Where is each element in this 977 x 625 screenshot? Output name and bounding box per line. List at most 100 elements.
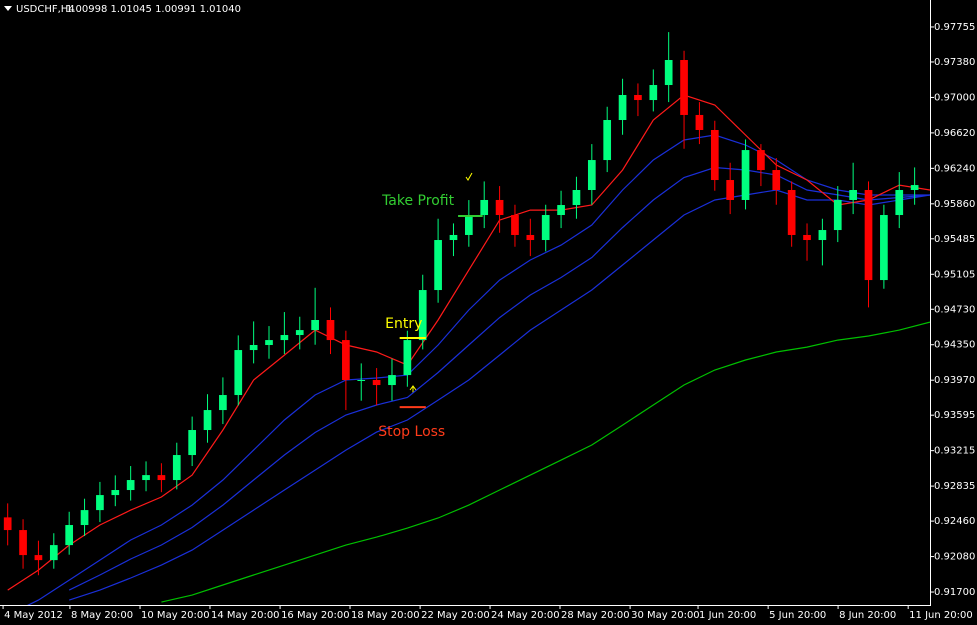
candle-body bbox=[833, 199, 842, 231]
candle-body bbox=[634, 95, 642, 101]
candle-body bbox=[3, 517, 12, 531]
candle-body bbox=[710, 129, 719, 181]
y-tick-label: 0.97380 bbox=[934, 57, 975, 68]
candle-body bbox=[126, 480, 135, 491]
x-tick-label: 8 Jun 20:00 bbox=[839, 610, 896, 621]
y-tick-label: 0.92080 bbox=[934, 552, 975, 563]
candle-body bbox=[465, 215, 473, 235]
x-tick-label: 8 May 20:00 bbox=[71, 610, 133, 621]
x-tick-label: 30 May 20:00 bbox=[631, 610, 700, 621]
candle-body bbox=[295, 330, 304, 336]
candle-body bbox=[249, 345, 258, 351]
candle-body bbox=[34, 555, 43, 561]
y-tick-label: 0.95105 bbox=[934, 269, 975, 280]
candle-body bbox=[587, 160, 596, 191]
up-arrow-icon bbox=[409, 385, 417, 393]
candle-body bbox=[495, 199, 504, 216]
candle-body bbox=[326, 319, 335, 341]
candle-body bbox=[449, 234, 458, 241]
y-tick-label: 0.97000 bbox=[934, 92, 975, 103]
candle-body bbox=[234, 350, 243, 396]
x-tick-label: 24 May 20:00 bbox=[491, 610, 560, 621]
candle-body bbox=[910, 185, 919, 191]
plot-area bbox=[3, 32, 930, 605]
annotation: Entry bbox=[385, 316, 422, 332]
candle-body bbox=[265, 340, 273, 346]
candle-body bbox=[388, 375, 396, 386]
candle-body bbox=[372, 380, 381, 386]
candle-body bbox=[557, 205, 565, 216]
y-tick-label: 0.93970 bbox=[934, 375, 975, 386]
y-tick-label: 0.95485 bbox=[934, 234, 975, 245]
y-tick-label: 0.91700 bbox=[934, 587, 975, 598]
candle-body bbox=[726, 180, 735, 200]
candle-body bbox=[111, 490, 120, 496]
candle-body bbox=[572, 190, 581, 206]
candle-body bbox=[649, 85, 658, 101]
candle-body bbox=[172, 455, 181, 481]
y-tick-label: 0.94350 bbox=[934, 340, 975, 351]
y-tick-label: 0.96620 bbox=[934, 128, 975, 139]
candle-body bbox=[526, 234, 535, 241]
candle-body bbox=[818, 230, 827, 241]
x-tick-label: 5 Jun 20:00 bbox=[769, 610, 826, 621]
candle-body bbox=[188, 430, 196, 456]
check-icon bbox=[465, 172, 473, 181]
candle-body bbox=[895, 190, 904, 216]
menu-arrow bbox=[4, 6, 12, 11]
candle-body bbox=[618, 95, 627, 121]
candle-body bbox=[203, 410, 212, 431]
candle-body bbox=[772, 170, 781, 191]
candle-body bbox=[65, 525, 74, 546]
y-tick-label: 0.97755 bbox=[934, 22, 975, 33]
x-tick-label: 4 May 2012 bbox=[4, 610, 63, 621]
annotation: Stop Loss bbox=[378, 424, 445, 440]
candle-body bbox=[664, 60, 673, 86]
candle-body bbox=[403, 340, 412, 376]
candle-body bbox=[541, 215, 550, 241]
x-tick-label: 1 Jun 20:00 bbox=[699, 610, 756, 621]
y-tick-label: 0.95860 bbox=[934, 199, 975, 210]
x-tick-label: 11 Jun 20:00 bbox=[909, 610, 973, 621]
y-tick-label: 0.94730 bbox=[934, 304, 975, 315]
candle-body bbox=[418, 290, 427, 341]
candle-body bbox=[803, 234, 811, 241]
candle-body bbox=[49, 545, 58, 561]
candle-body bbox=[219, 395, 227, 411]
candle-body bbox=[311, 319, 319, 331]
candle-body bbox=[741, 150, 750, 200]
x-tick-label: 10 May 20:00 bbox=[141, 610, 210, 621]
y-tick-label: 0.92835 bbox=[934, 481, 975, 492]
y-tick-label: 0.93595 bbox=[934, 410, 975, 421]
candle-body bbox=[787, 190, 796, 235]
annotation: Take Profit bbox=[381, 193, 455, 209]
x-tick-label: 14 May 20:00 bbox=[211, 610, 280, 621]
candle-body bbox=[19, 530, 27, 556]
candle-body bbox=[96, 495, 104, 511]
y-tick-label: 0.96240 bbox=[934, 163, 975, 174]
candle-body bbox=[342, 340, 350, 381]
candle-body bbox=[757, 150, 765, 171]
chart-title: USDCHF,H4 bbox=[16, 4, 75, 15]
candle-body bbox=[157, 475, 166, 481]
x-tick-label: 16 May 20:00 bbox=[281, 610, 350, 621]
y-tick-label: 0.92460 bbox=[934, 516, 975, 527]
indicator-line bbox=[68, 166, 930, 591]
candle-body bbox=[80, 510, 89, 526]
x-tick-label: 22 May 20:00 bbox=[421, 610, 490, 621]
candle-body bbox=[864, 190, 873, 281]
candle-body bbox=[680, 60, 688, 115]
candle-body bbox=[849, 190, 857, 200]
candle-body bbox=[880, 215, 888, 281]
x-tick-label: 18 May 20:00 bbox=[351, 610, 420, 621]
candle-body bbox=[695, 114, 704, 130]
chart-prices: 1.00998 1.01045 1.00991 1.01040 bbox=[66, 4, 241, 15]
candle-body bbox=[142, 475, 150, 481]
candle-body bbox=[280, 335, 289, 341]
x-tick-label: 28 May 20:00 bbox=[561, 610, 630, 621]
y-tick-label: 0.93215 bbox=[934, 446, 975, 457]
indicator-line bbox=[69, 189, 930, 601]
candle-body bbox=[603, 120, 612, 161]
